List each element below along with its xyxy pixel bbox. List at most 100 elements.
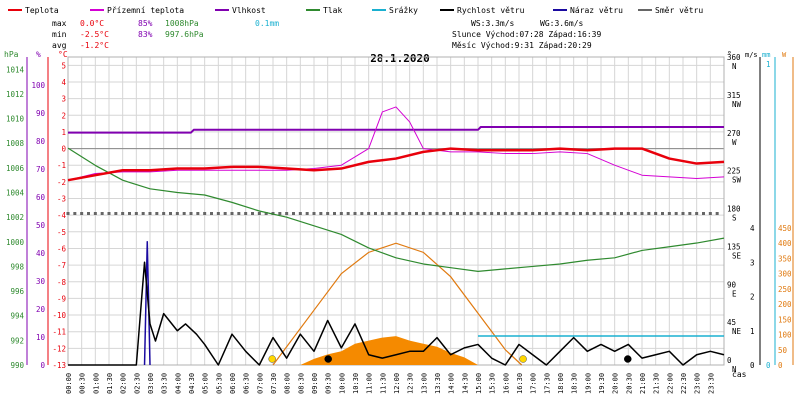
ground-temperature-line xyxy=(67,106,725,181)
wind-direction-marker xyxy=(633,212,637,215)
wind-direction-marker xyxy=(708,212,712,215)
stat-moon: Měsíc Východ:9:31 Západ:20:29 xyxy=(452,41,592,50)
wind-direction-marker xyxy=(326,212,330,215)
wind-direction-marker xyxy=(702,212,705,215)
x-tick-label: 11:30 xyxy=(379,373,387,394)
wind-direction-marker xyxy=(674,212,678,215)
x-tick-label: 10:30 xyxy=(352,373,360,394)
x-tick-label: 16:00 xyxy=(502,373,510,394)
wind-direction-marker xyxy=(667,212,671,215)
x-tick-label: 08:30 xyxy=(297,373,305,394)
wind-tick-label: 2 xyxy=(750,293,755,302)
wind-direction-marker xyxy=(483,212,487,215)
direction-tick-label: 360 xyxy=(727,53,741,62)
wind-direction-marker xyxy=(114,212,118,215)
temperature-tick-label: -5 xyxy=(57,228,66,237)
wind-direction-marker xyxy=(408,212,412,215)
wind-direction-marker xyxy=(715,212,719,215)
pressure-tick-label: 994 xyxy=(10,312,24,321)
legend-label: Směr větru xyxy=(655,6,703,15)
wind-direction-marker xyxy=(182,212,186,215)
x-tick-label: 06:00 xyxy=(229,373,237,394)
x-tick-label: 06:30 xyxy=(243,373,251,394)
wind-direction-marker xyxy=(305,212,309,215)
x-tick-label: 18:00 xyxy=(557,373,565,394)
temperature-tick-label: -12 xyxy=(52,344,66,353)
humidity-tick-label: 70 xyxy=(36,165,46,174)
wind-direction-marker xyxy=(401,212,405,215)
x-tick-label: 07:00 xyxy=(256,373,264,394)
x-tick-label: 14:30 xyxy=(461,373,469,394)
direction-name-label: NE xyxy=(732,327,742,336)
x-tick-label: 03:30 xyxy=(161,373,169,394)
stat-min-press: 997.6hPa xyxy=(165,30,204,39)
temperature-tick-label: -4 xyxy=(57,211,67,220)
x-tick-label: 08:00 xyxy=(284,373,292,394)
x-tick-label: 09:00 xyxy=(311,373,319,394)
pressure-tick-label: 1006 xyxy=(6,164,25,173)
x-tick-label: 02:00 xyxy=(120,373,128,394)
x-axis-label: čas xyxy=(732,369,747,379)
rain-tick-label: 0 xyxy=(766,361,771,370)
wind-direction-marker xyxy=(93,212,97,215)
grid xyxy=(67,56,725,366)
direction-name-label: W xyxy=(732,138,737,147)
direction-name-label: N xyxy=(732,62,737,71)
wind-direction-marker xyxy=(592,212,596,215)
wind-direction-marker xyxy=(257,212,261,215)
stat-max-hum: 85% xyxy=(138,19,153,28)
wind-direction-marker xyxy=(216,212,220,215)
x-tick-label: 04:00 xyxy=(174,373,182,394)
x-tick-label: 21:00 xyxy=(639,373,647,394)
stat-max-label: max xyxy=(52,19,67,28)
x-tick-label: 05:30 xyxy=(215,373,223,394)
direction-axis-label: ° xyxy=(727,50,732,59)
wind-direction-marker xyxy=(695,212,699,215)
temperature-tick-label: -3 xyxy=(57,195,66,204)
direction-tick-label: 180 xyxy=(727,205,741,214)
wind-direction-marker xyxy=(647,212,651,215)
wind-direction-marker xyxy=(620,212,623,215)
sunset-marker xyxy=(519,355,527,363)
x-tick-label: 16:30 xyxy=(516,373,524,394)
wind-direction-marker xyxy=(155,212,159,215)
humidity-tick-label: 90 xyxy=(36,109,46,118)
x-tick-label: 09:30 xyxy=(325,373,333,394)
wind-direction-marker xyxy=(524,212,528,215)
solar-tick-label: 150 xyxy=(778,315,792,324)
wind-direction-marker xyxy=(688,212,692,215)
humidity-tick-label: 100 xyxy=(31,81,45,90)
stats-panel: max 0.0°C 85% 1008hPa 0.1mm min -2.5°C 8… xyxy=(52,19,601,50)
wind-direction-marker xyxy=(442,212,446,215)
pressure-line xyxy=(67,147,725,272)
wind-direction-marker xyxy=(380,212,384,215)
x-tick-label: 05:00 xyxy=(202,373,210,394)
pressure-tick-label: 990 xyxy=(10,361,24,370)
x-tick-label: 03:00 xyxy=(147,373,155,394)
wind-direction-marker xyxy=(319,212,323,215)
wind-direction-marker xyxy=(606,212,610,215)
temperature-tick-label: -9 xyxy=(57,294,66,303)
wind-direction-marker xyxy=(210,212,213,215)
legend: Teplota Přízemní teplota Vlhkost Tlak Srážky… xyxy=(8,6,703,15)
direction-name-label: SE xyxy=(732,251,742,260)
wind-direction-marker xyxy=(449,212,453,215)
wind-direction-marker xyxy=(339,212,343,215)
temperature-tick-label: 4 xyxy=(61,78,66,87)
wind-direction-marker xyxy=(544,212,548,215)
wind-direction-marker xyxy=(613,212,617,215)
solar-axis-label: W xyxy=(782,51,787,59)
wind-direction-marker xyxy=(169,212,172,215)
wind-direction-marker xyxy=(579,212,582,215)
wind-direction-marker xyxy=(141,212,145,215)
direction-name-label: SW xyxy=(732,176,742,185)
stat-wg: WG:3.6m/s xyxy=(540,19,584,28)
wind-direction-marker xyxy=(367,212,371,215)
direction-name-label: E xyxy=(732,289,737,298)
humidity-tick-label: 0 xyxy=(40,361,45,370)
direction-tick-label: 45 xyxy=(727,318,736,327)
stat-min-hum: 83% xyxy=(138,30,153,39)
pressure-tick-label: 1000 xyxy=(6,238,25,247)
humidity-tick-label: 80 xyxy=(36,137,46,146)
